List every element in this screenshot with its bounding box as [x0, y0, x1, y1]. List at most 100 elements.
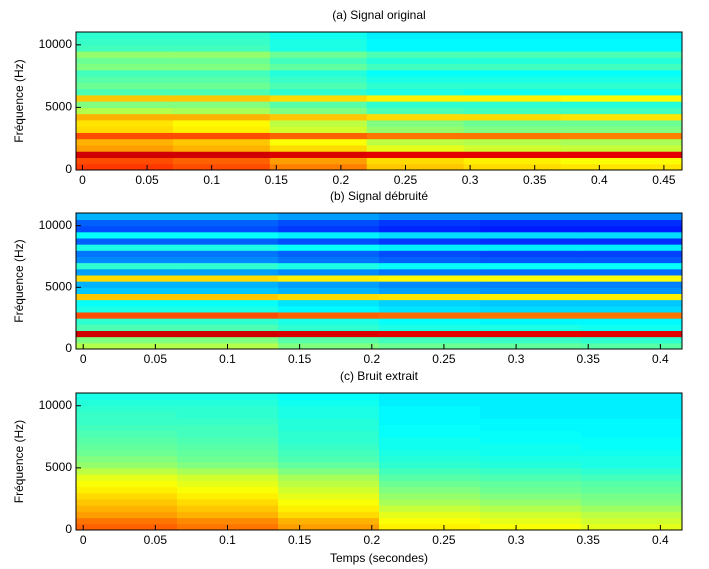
heatmap-cell: [560, 157, 683, 165]
heatmap-cell: [463, 151, 562, 158]
heatmap-cell: [581, 455, 683, 463]
heatmap-cell: [76, 430, 178, 438]
heatmap-cell: [480, 405, 582, 413]
heatmap-cell: [581, 330, 683, 338]
heatmap-cell: [278, 405, 380, 413]
heatmap-cell: [560, 63, 683, 71]
x-tick-label: 0.35: [523, 173, 547, 187]
heatmap-cell: [581, 517, 683, 525]
heatmap-cell: [463, 126, 562, 133]
heatmap-cell: [581, 523, 683, 531]
heatmap-cell: [76, 231, 178, 239]
heatmap-cell: [379, 262, 481, 270]
heatmap-cell: [278, 268, 380, 276]
heatmap-cell: [480, 244, 582, 251]
x-tick-label: 0.1: [203, 173, 220, 187]
heatmap-cell: [269, 113, 368, 121]
heatmap-cell: [269, 32, 368, 40]
heatmap-cell: [172, 51, 271, 58]
heatmap-cell: [581, 405, 683, 413]
chart-title: (a) Signal original: [332, 8, 425, 22]
heatmap-cell: [480, 342, 582, 350]
heatmap-cell: [76, 336, 178, 344]
x-tick-label: 0.2: [363, 352, 380, 366]
heatmap-cell: [278, 336, 380, 344]
heatmap-cell: [379, 411, 481, 419]
heatmap-cell: [278, 262, 380, 270]
heatmap-cell: [366, 138, 465, 146]
heatmap-cell: [76, 256, 178, 264]
heatmap-cell: [581, 305, 683, 313]
x-tick-label: 0.05: [144, 533, 168, 547]
heatmap-cell: [177, 424, 279, 432]
heatmap-cell: [76, 88, 174, 96]
heatmap-cell: [560, 69, 683, 77]
heatmap-cell: [172, 32, 271, 40]
heatmap-cell: [278, 517, 380, 525]
heatmap-cell: [177, 443, 279, 450]
heatmap-cell: [278, 443, 380, 450]
x-tick-label: 0.05: [135, 173, 159, 187]
heatmap-cell: [463, 76, 562, 83]
x-tick-label: 0.1: [219, 352, 236, 366]
x-tick-label: 0.25: [432, 352, 456, 366]
heatmap-cell: [76, 113, 174, 121]
heatmap-cell: [76, 511, 178, 519]
heatmap-cell: [76, 63, 174, 71]
heatmap-cell: [480, 399, 582, 407]
heatmap-cell: [177, 455, 279, 463]
heatmap-cell: [366, 88, 465, 96]
heatmap-cell: [581, 498, 683, 506]
y-tick-label: 10000: [39, 398, 73, 412]
heatmap-cell: [366, 126, 465, 133]
heatmap-cell: [177, 480, 279, 488]
heatmap-cell: [379, 231, 481, 239]
heatmap-cell: [278, 486, 380, 494]
x-tick-label: 0.1: [219, 533, 236, 547]
heatmap-cell: [379, 268, 481, 276]
heatmap-cell: [379, 424, 481, 432]
heatmap-cell: [76, 57, 174, 65]
heatmap-cell: [269, 69, 368, 77]
heatmap-cell: [366, 57, 465, 65]
heatmap-cell: [76, 268, 178, 276]
heatmap-cell: [480, 523, 582, 531]
heatmap-cell: [278, 523, 380, 531]
heatmap-cell: [581, 467, 683, 475]
heatmap-cell: [76, 219, 178, 227]
heatmap-cell: [177, 511, 279, 519]
heatmap-cell: [366, 101, 465, 108]
heatmap-cell: [560, 119, 683, 127]
heatmap-cell: [480, 293, 582, 301]
heatmap-cell: [366, 69, 465, 77]
heatmap-cell: [76, 82, 174, 90]
heatmap-cell: [76, 38, 174, 46]
chart-title: (c) Bruit extrait: [340, 369, 419, 383]
heatmap-cell: [177, 213, 279, 220]
heatmap-cell: [480, 268, 582, 276]
x-tick-label: 0.05: [144, 352, 168, 366]
x-tick-label: 0.2: [363, 533, 380, 547]
y-tick-label: 5000: [45, 100, 72, 114]
heatmap-cell: [581, 213, 683, 220]
heatmap-cell: [278, 293, 380, 301]
heatmap-cell: [480, 281, 582, 288]
heatmap-cell: [366, 94, 465, 102]
heatmap-cell: [172, 69, 271, 77]
heatmap-cell: [581, 274, 683, 282]
heatmap-cell: [581, 492, 683, 500]
heatmap-cell: [269, 157, 368, 165]
heatmap-cell: [172, 82, 271, 90]
heatmap-cell: [581, 237, 683, 245]
y-axis-label: Fréquence (Hz): [12, 239, 26, 322]
heatmap-cell: [379, 274, 481, 282]
heatmap-cell: [463, 107, 562, 115]
heatmap-cell: [379, 250, 481, 257]
heatmap-cell: [278, 287, 380, 294]
heatmap-cell: [76, 244, 178, 251]
heatmap-cell: [76, 449, 178, 456]
heatmap-cell: [480, 231, 582, 239]
heatmap-cell: [172, 57, 271, 65]
heatmap-cell: [172, 38, 271, 46]
